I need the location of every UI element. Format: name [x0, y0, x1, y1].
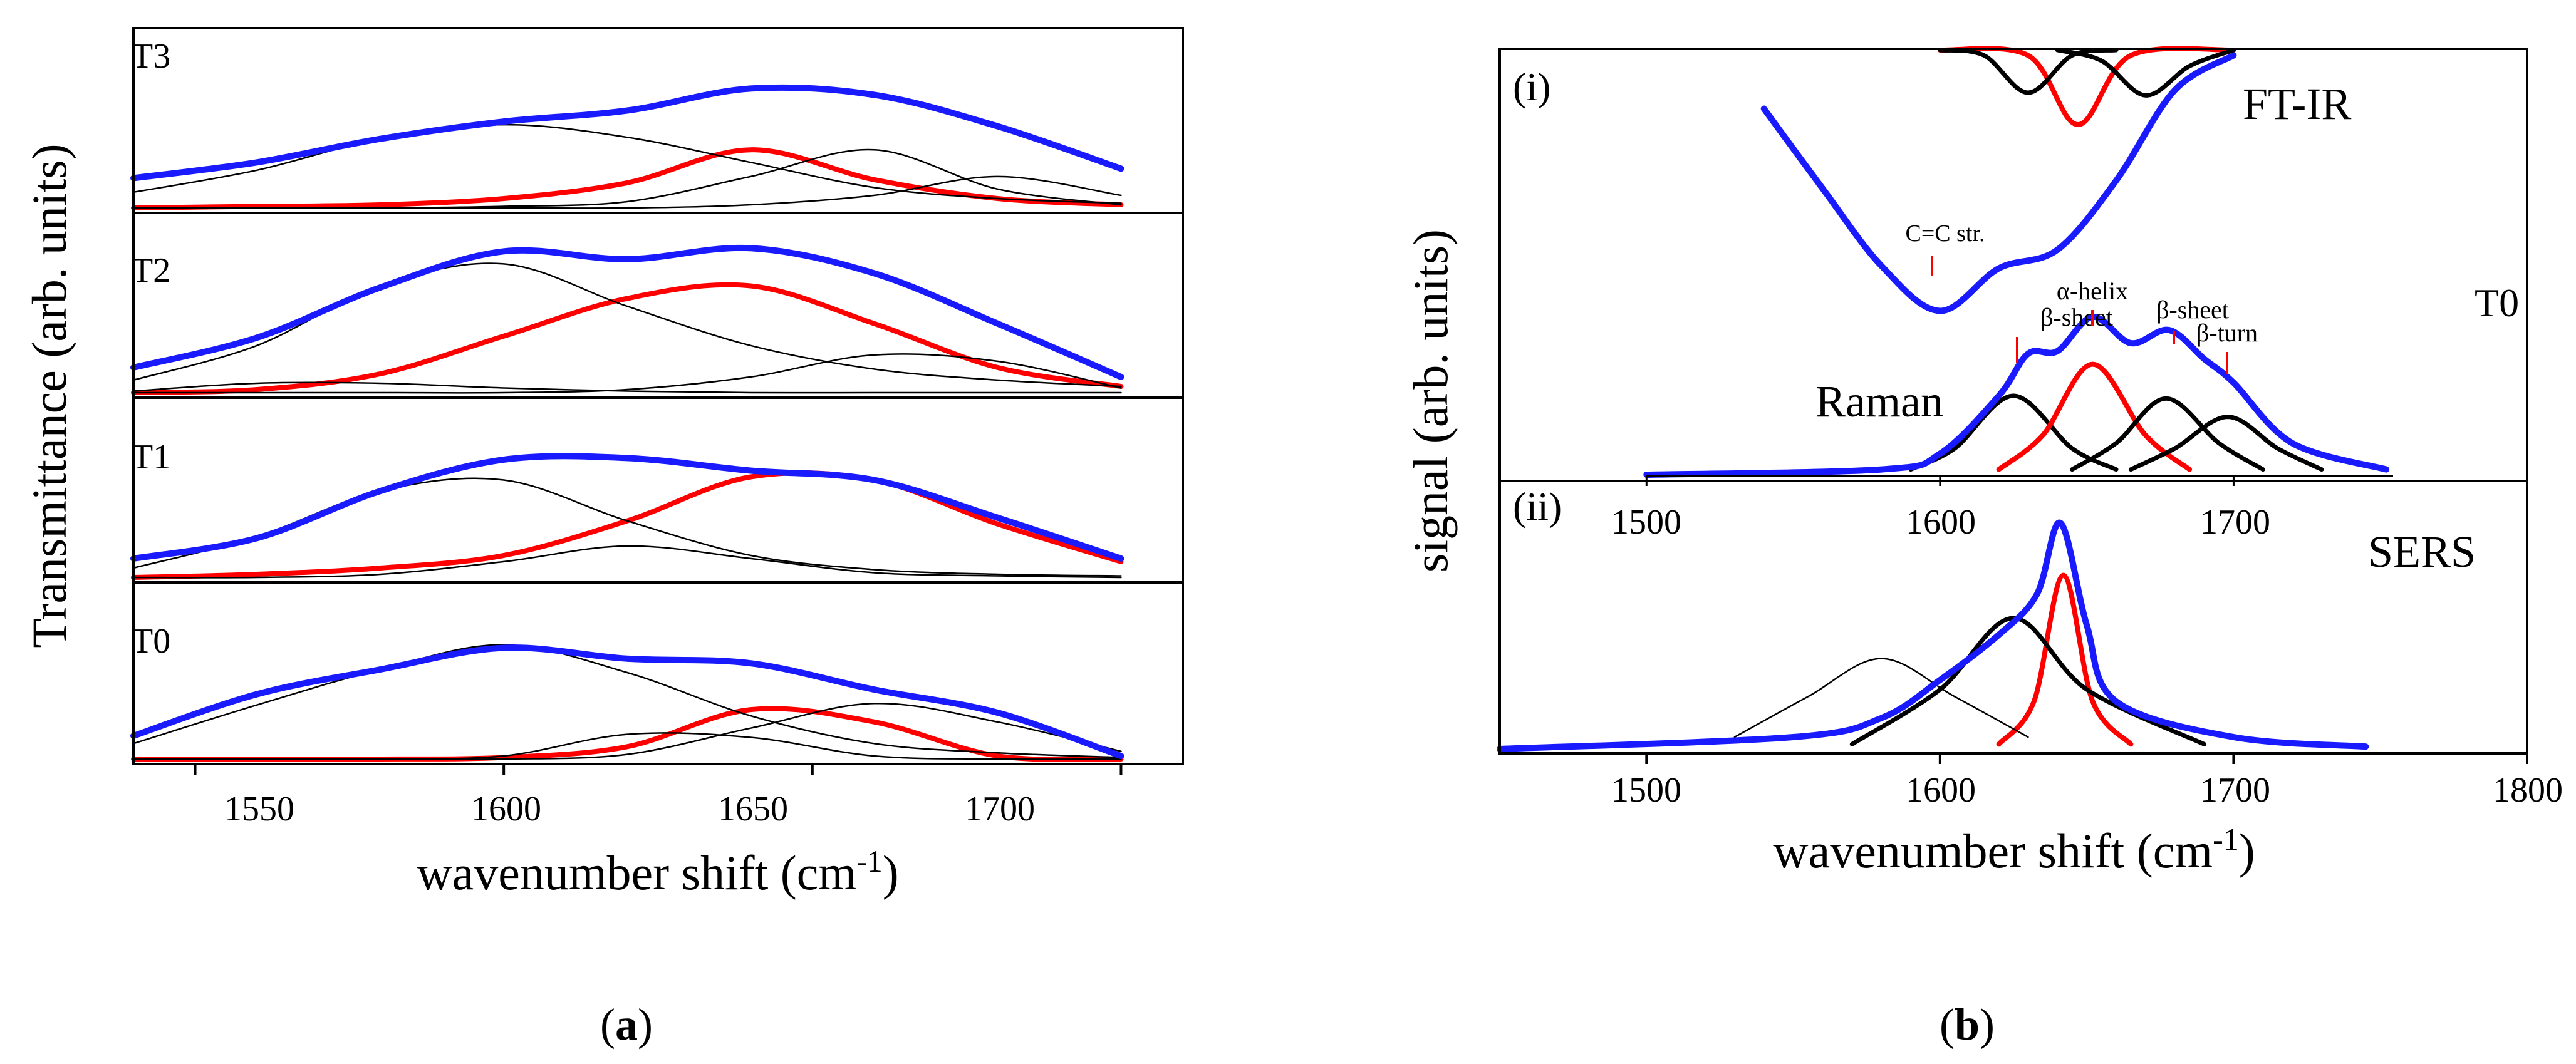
b-tick-label-1700: 1700	[2200, 771, 2270, 810]
b-tick-label-1600: 1600	[1906, 771, 1976, 810]
panel-b-plots	[1497, 46, 2390, 752]
a-label-t2: T2	[132, 251, 170, 290]
b-label-raman: Raman	[1815, 376, 1943, 426]
b-annotation-beta-sheet-2: β-sheet	[2156, 296, 2229, 324]
panel-b-ticks	[1645, 476, 2528, 764]
a-label-t1: T1	[132, 438, 170, 477]
a-T3-component-1685-line	[132, 175, 1122, 209]
b-tick-label-1500: 1500	[1611, 771, 1681, 810]
a-caption: (a)	[600, 999, 653, 1050]
b-raman-raman-beta-sheet-1677-line	[2070, 396, 2265, 472]
b-sers-sers-component-1580-line	[1733, 658, 2029, 738]
subplot-b-i	[1643, 46, 2390, 478]
a-T2-component-1597-line	[132, 262, 1122, 388]
subplot-a-T3	[130, 84, 1124, 210]
b-label-i: (i)	[1513, 65, 1550, 109]
a-tick-label-1700: 1700	[965, 790, 1035, 829]
b-label-ftir: FT-IR	[2243, 79, 2351, 129]
b-raman-raman-beta-sheet-1625-line	[1908, 393, 2119, 472]
b-label-t0: T0	[2475, 281, 2519, 325]
a-T3-alpha-helix-component-line	[131, 147, 1124, 210]
b-annotation-cc-str: C=C str.	[1905, 220, 1985, 247]
subplot-a-T2	[130, 244, 1124, 395]
panel-a-frame	[132, 27, 1184, 765]
a-T3-fit-line	[130, 84, 1124, 182]
a-tick-label-1550: 1550	[224, 790, 294, 829]
a-T2-fit-line	[130, 244, 1124, 380]
a-xlabel: wavenumber shift (cm-1)	[417, 844, 898, 900]
b-ftir-ft-ir-component-1630-line	[1938, 48, 2119, 95]
b-raman-raman-fit-line	[1643, 314, 2390, 478]
b-ftir-ft-ir-fit-line	[1760, 52, 2237, 314]
a-T0-component-1670-line	[132, 702, 1122, 760]
b-ftir-ft-ir-component-1670-line	[2055, 48, 2236, 98]
panel-a-plots	[130, 84, 1124, 762]
b-caption: (b)	[1940, 999, 1995, 1050]
b-raman-raman-beta-turn-1698-line	[2128, 415, 2324, 472]
a-tick-label-1650: 1650	[718, 790, 788, 829]
b-annotation-beta-sheet-1: β-sheet	[2040, 303, 2113, 331]
panel-a: T3 T2 T1 T0 1550 1600 1650 1700 wavenumb…	[22, 27, 1184, 1050]
subplot-a-T0	[130, 644, 1124, 762]
subplot-b-ii	[1497, 519, 2369, 752]
b-raman-raman-alpha-helix-1652-line	[1996, 361, 2193, 472]
b-sers-sers-alpha-helix-1642-line	[1996, 572, 2134, 747]
a-T2-component-1570-line	[132, 381, 1122, 394]
b-tick-label-1800: 1800	[2493, 771, 2563, 810]
b-sers-sers-fit-line	[1497, 519, 2369, 752]
a-T1-component-1620-line	[132, 545, 1122, 579]
subplot-a-T1	[130, 453, 1124, 580]
b-inner-tick-label-1500: 1500	[1611, 503, 1681, 542]
a-tick-label-1600: 1600	[471, 790, 541, 829]
a-T0-fit-line	[130, 644, 1124, 760]
b-xlabel: wavenumber shift (cm-1)	[1773, 822, 2255, 878]
a-T0-component-1600-line	[132, 644, 1122, 758]
a-T3-component-1600-line	[132, 123, 1122, 204]
panel-a-ticks	[194, 764, 1123, 775]
a-label-t0: T0	[132, 622, 170, 661]
b-ylabel: signal (arb. units)	[1403, 229, 1458, 572]
panel-b-frame	[1498, 48, 2528, 755]
b-inner-tick-label-1600: 1600	[1906, 503, 1976, 542]
a-ylabel: Transmittance (arb. units)	[22, 143, 76, 648]
a-T1-fit-line	[130, 453, 1124, 562]
b-label-ii: (ii)	[1513, 484, 1562, 529]
b-label-sers: SERS	[2368, 527, 2476, 577]
a-T2-component-1667-line	[132, 353, 1122, 394]
b-annotation-beta-turn: β-turn	[2196, 319, 2258, 347]
b-inner-tick-label-1700: 1700	[2200, 503, 2270, 542]
a-label-t3: T3	[132, 37, 170, 76]
a-T2-alpha-helix-component-line	[131, 282, 1124, 395]
b-annotation-alpha-helix: α-helix	[2057, 277, 2128, 305]
panel-b: (i) (ii) FT-IR Raman T0 SERS C=C str. β-…	[1403, 46, 2563, 1050]
